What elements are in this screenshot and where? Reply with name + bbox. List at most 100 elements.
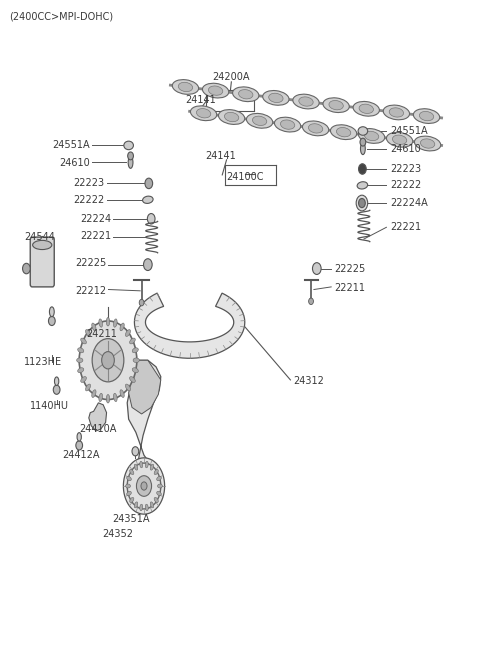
Ellipse shape (196, 109, 211, 118)
Ellipse shape (127, 476, 132, 481)
Circle shape (147, 214, 155, 224)
Ellipse shape (145, 461, 148, 468)
Text: 24551A: 24551A (390, 126, 427, 136)
Polygon shape (129, 360, 161, 414)
Ellipse shape (420, 111, 434, 121)
Text: 22222: 22222 (390, 180, 421, 191)
Ellipse shape (203, 83, 229, 98)
Ellipse shape (150, 502, 154, 508)
Text: 22224: 22224 (80, 214, 111, 224)
Ellipse shape (99, 319, 103, 328)
Ellipse shape (133, 358, 139, 363)
Ellipse shape (77, 432, 81, 441)
Text: 22225: 22225 (75, 258, 107, 269)
Text: 22223: 22223 (73, 178, 105, 189)
Text: 24100C: 24100C (226, 172, 264, 182)
Ellipse shape (92, 390, 96, 398)
Ellipse shape (55, 377, 59, 385)
Ellipse shape (81, 338, 86, 344)
Ellipse shape (130, 338, 135, 344)
Ellipse shape (358, 126, 368, 136)
Polygon shape (134, 293, 245, 358)
Ellipse shape (140, 504, 143, 511)
Ellipse shape (208, 86, 223, 95)
Polygon shape (89, 403, 107, 431)
Ellipse shape (143, 196, 153, 204)
Ellipse shape (263, 90, 289, 105)
Ellipse shape (130, 470, 134, 475)
Ellipse shape (126, 484, 131, 488)
Ellipse shape (225, 113, 239, 122)
Ellipse shape (172, 80, 199, 94)
Ellipse shape (156, 491, 161, 496)
Ellipse shape (246, 113, 273, 128)
Ellipse shape (157, 484, 162, 488)
Circle shape (359, 198, 365, 208)
Ellipse shape (293, 94, 319, 109)
Text: 24544: 24544 (24, 232, 55, 242)
Ellipse shape (323, 98, 349, 113)
Circle shape (92, 339, 124, 382)
Circle shape (128, 152, 133, 160)
Ellipse shape (359, 104, 373, 113)
Circle shape (144, 259, 152, 271)
Ellipse shape (329, 100, 343, 110)
Circle shape (136, 476, 152, 496)
Ellipse shape (357, 181, 368, 189)
Text: 1123HE: 1123HE (24, 356, 62, 367)
Text: 22211: 22211 (335, 283, 366, 293)
Ellipse shape (85, 329, 91, 337)
Ellipse shape (150, 464, 154, 470)
Circle shape (23, 263, 30, 274)
Circle shape (132, 447, 139, 456)
Ellipse shape (78, 367, 84, 373)
Ellipse shape (120, 390, 124, 398)
Ellipse shape (127, 491, 132, 496)
Text: 22221: 22221 (80, 231, 111, 241)
Ellipse shape (49, 307, 54, 317)
Text: 24551A: 24551A (53, 140, 90, 151)
Text: 1140HU: 1140HU (30, 401, 69, 411)
Ellipse shape (85, 384, 91, 391)
Ellipse shape (140, 461, 143, 468)
Circle shape (76, 441, 83, 450)
Text: 24312: 24312 (293, 376, 324, 386)
Ellipse shape (302, 121, 329, 136)
Ellipse shape (145, 504, 148, 511)
Text: 24412A: 24412A (62, 450, 100, 460)
Text: 24351A: 24351A (112, 514, 149, 524)
Ellipse shape (420, 139, 435, 148)
Text: 22222: 22222 (73, 195, 105, 205)
Ellipse shape (360, 143, 365, 155)
Circle shape (312, 263, 321, 274)
Ellipse shape (252, 116, 267, 126)
Ellipse shape (124, 141, 133, 149)
Text: 22212: 22212 (75, 286, 107, 296)
Circle shape (127, 463, 161, 509)
Circle shape (48, 316, 55, 326)
Ellipse shape (130, 497, 134, 502)
Ellipse shape (269, 93, 283, 103)
Ellipse shape (120, 323, 124, 331)
Ellipse shape (130, 377, 135, 383)
Ellipse shape (353, 102, 379, 116)
Circle shape (356, 195, 368, 211)
Ellipse shape (413, 109, 440, 123)
Ellipse shape (154, 497, 158, 502)
Ellipse shape (113, 319, 117, 328)
Ellipse shape (233, 87, 259, 102)
Ellipse shape (134, 502, 138, 508)
Text: 24352: 24352 (102, 529, 133, 539)
Circle shape (139, 299, 144, 306)
Polygon shape (123, 458, 165, 514)
Ellipse shape (81, 377, 86, 383)
Text: 22223: 22223 (390, 164, 421, 174)
Ellipse shape (414, 136, 441, 151)
Circle shape (53, 385, 60, 394)
Ellipse shape (239, 90, 253, 99)
Ellipse shape (33, 240, 52, 250)
Text: 22221: 22221 (390, 222, 421, 233)
FancyBboxPatch shape (30, 237, 54, 287)
Ellipse shape (92, 323, 96, 331)
Ellipse shape (275, 117, 301, 132)
